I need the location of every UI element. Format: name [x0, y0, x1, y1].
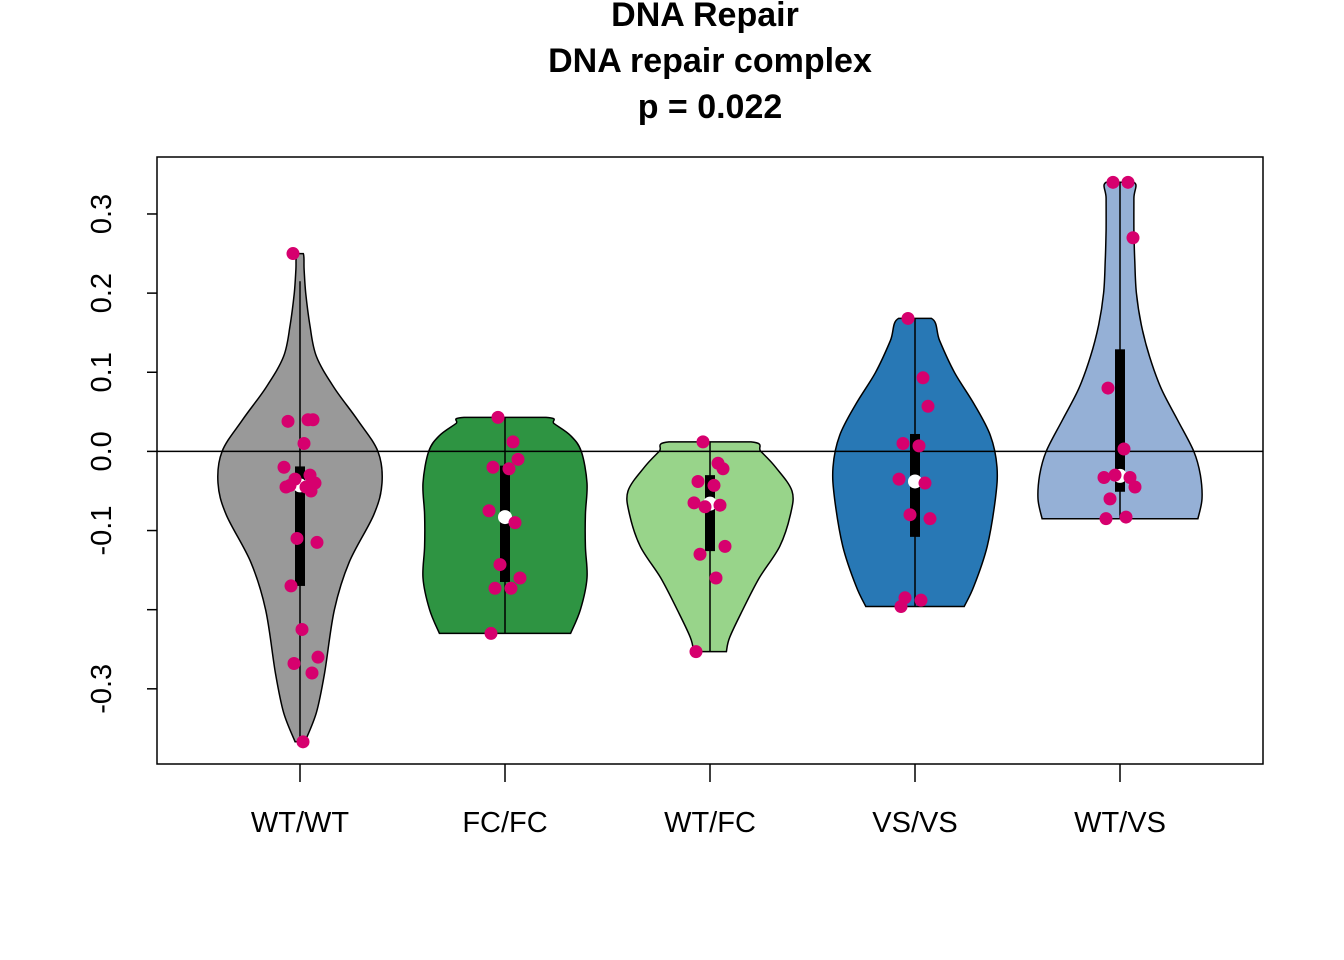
data-point: [718, 539, 732, 553]
data-point: [713, 498, 727, 512]
data-point: [896, 436, 910, 450]
violin-median: [908, 474, 922, 489]
data-point: [306, 413, 320, 427]
data-point: [511, 452, 525, 466]
data-point: [513, 571, 527, 585]
chart-title: DNA Repair DNA repair complex p = 0.022: [548, 0, 872, 126]
data-point: [892, 472, 906, 486]
violin-group-wt-fc: [626, 441, 794, 653]
data-point: [287, 656, 301, 670]
title-line-3: p = 0.022: [638, 88, 783, 126]
data-point: [1101, 381, 1115, 395]
points-vs-vs: [892, 311, 937, 614]
x-tick-label: WT/VS: [1074, 807, 1166, 839]
points-wt-wt: [277, 247, 325, 749]
data-point: [290, 531, 304, 545]
violin-group-fc-fc: [422, 416, 588, 635]
data-point: [1121, 175, 1135, 189]
y-tick-label: -0.1: [86, 506, 118, 556]
data-point: [286, 247, 300, 261]
x-tick-label: FC/FC: [462, 807, 547, 839]
title-line-1: DNA Repair: [611, 0, 799, 34]
data-point: [305, 666, 319, 680]
axes: -0.3 -0.1 0.0 0.1 0.2 0.3 WT/WT FC/FC WT/FC VS/VS…: [86, 156, 1264, 839]
x-tick-label: VS/VS: [872, 807, 957, 839]
data-point: [1099, 512, 1113, 526]
data-point: [277, 460, 291, 474]
data-point: [914, 593, 928, 607]
data-point: [691, 474, 705, 488]
plot-area: [157, 175, 1263, 749]
data-point: [296, 735, 310, 749]
data-point: [1106, 175, 1120, 189]
violin-group-wt-wt: [217, 252, 383, 743]
data-point: [311, 650, 325, 664]
data-point: [482, 504, 496, 518]
data-point: [1108, 468, 1122, 482]
violin-median: [498, 510, 512, 525]
data-point: [297, 436, 311, 450]
data-point: [486, 460, 500, 474]
data-point: [295, 622, 309, 636]
data-point: [284, 579, 298, 593]
data-point: [491, 410, 505, 424]
x-tick-label: WT/WT: [251, 807, 350, 839]
data-point: [696, 435, 710, 449]
data-point: [279, 480, 293, 494]
data-point: [716, 462, 730, 476]
violin-iqr-box: [705, 475, 715, 552]
data-point: [1117, 442, 1131, 456]
data-point: [488, 581, 502, 595]
data-point: [1126, 231, 1140, 245]
data-point: [894, 600, 908, 614]
data-point: [304, 484, 318, 498]
data-point: [508, 516, 522, 530]
violin-iqr-box: [295, 466, 305, 586]
data-point: [484, 626, 498, 640]
data-point: [709, 571, 723, 585]
x-tick-label: WT/FC: [664, 807, 756, 839]
data-point: [1103, 492, 1117, 506]
data-point: [918, 476, 932, 490]
data-point: [687, 496, 701, 510]
data-point: [912, 439, 926, 453]
data-point: [693, 547, 707, 561]
points-wt-fc: [687, 435, 732, 659]
data-point: [1097, 471, 1111, 485]
data-point: [698, 500, 712, 514]
violin-group-vs-vs: [831, 317, 999, 608]
data-point: [310, 535, 324, 549]
data-point: [901, 311, 915, 325]
data-point: [502, 462, 516, 476]
y-tick-label: 0.1: [86, 352, 118, 392]
y-tick-label: 0.2: [86, 273, 118, 313]
data-point: [707, 478, 721, 492]
data-point: [281, 414, 295, 428]
data-point: [1119, 510, 1133, 524]
data-point: [504, 581, 518, 595]
points-fc-fc: [482, 410, 527, 640]
y-tick-label: 0.0: [86, 431, 118, 471]
data-point: [1128, 480, 1142, 494]
violin-iqr-box: [1115, 349, 1125, 492]
data-point: [506, 435, 520, 449]
y-tick-label: 0.3: [86, 194, 118, 234]
data-point: [916, 371, 930, 385]
title-line-2: DNA repair complex: [548, 42, 872, 80]
points-wt-vs: [1097, 175, 1142, 526]
y-tick-label: -0.3: [86, 664, 118, 714]
data-point: [921, 399, 935, 413]
data-point: [923, 512, 937, 526]
data-point: [903, 508, 917, 522]
violin-group-wt-vs: [1037, 181, 1203, 520]
data-point: [493, 558, 507, 572]
data-point: [689, 645, 703, 659]
